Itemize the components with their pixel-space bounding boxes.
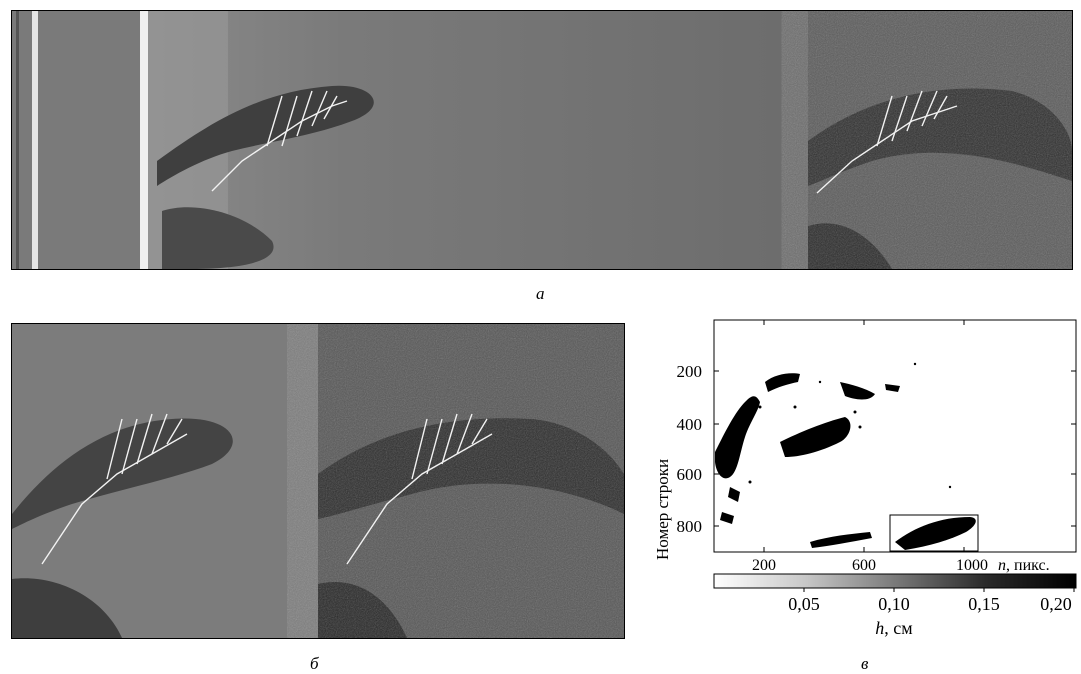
y-tick-label: 400 bbox=[677, 415, 703, 434]
colorbar-ticks bbox=[803, 588, 1075, 592]
y-tick-label: 600 bbox=[677, 465, 703, 484]
y-axis-ticks bbox=[714, 370, 1076, 527]
caption-c: в bbox=[861, 654, 869, 673]
radar-image-a bbox=[12, 11, 1072, 269]
radar-image-panel-a bbox=[11, 10, 1073, 270]
y-tick-label: 200 bbox=[677, 362, 703, 381]
colorbar-tick-label: 0,20 bbox=[1040, 594, 1072, 614]
colorbar-tick-label: 0,05 bbox=[788, 594, 820, 614]
x-tick-label: 600 bbox=[852, 557, 876, 574]
radar-image-panel-b bbox=[11, 323, 625, 639]
region-highlight-box bbox=[889, 514, 979, 552]
plot-frame bbox=[713, 319, 1077, 553]
x-axis-ticks bbox=[763, 320, 965, 552]
heatmap-speckle bbox=[748, 362, 952, 489]
colorbar bbox=[713, 573, 1077, 589]
colorbar-tick-label: 0,15 bbox=[968, 594, 1000, 614]
colorbar-tick-label: 0,10 bbox=[878, 594, 910, 614]
x-axis-label: n, пикс. bbox=[998, 557, 1050, 574]
caption-b: б bbox=[310, 654, 319, 673]
x-tick-label: 1000 bbox=[956, 557, 988, 574]
thickness-map-figure: Номер строки 200 bbox=[650, 312, 1081, 654]
caption-a: а bbox=[536, 284, 545, 303]
y-tick-label: 800 bbox=[677, 517, 703, 536]
thickness-map-svg: Номер строки 200 bbox=[653, 319, 1077, 638]
x-tick-label: 200 bbox=[752, 557, 776, 574]
heatmap-image bbox=[715, 373, 976, 550]
colorbar-label: h, см bbox=[875, 618, 912, 638]
y-axis-label: Номер строки bbox=[653, 459, 672, 560]
radar-image-b bbox=[12, 324, 624, 638]
